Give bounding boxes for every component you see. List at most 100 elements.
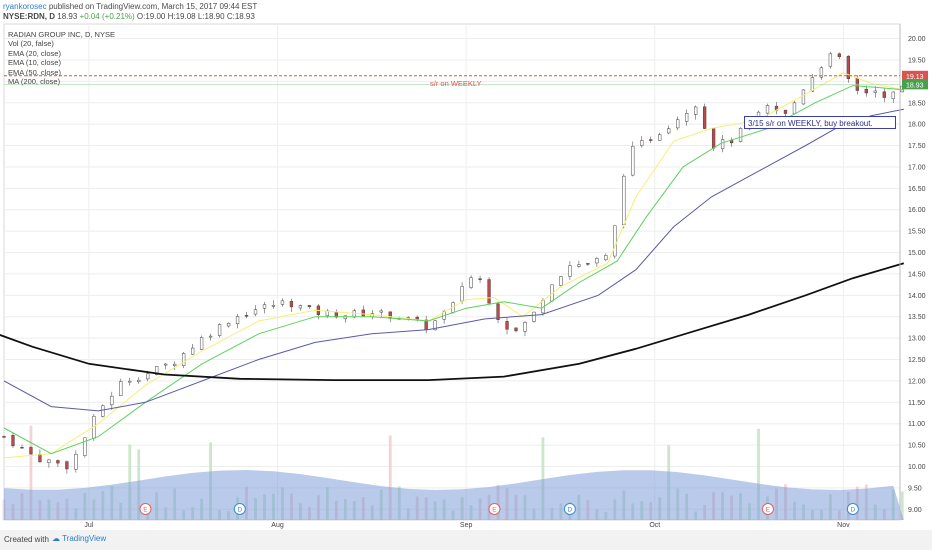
candle-body	[110, 395, 114, 406]
x-tick-label: Jul	[84, 522, 93, 529]
legend-item-ema50[interactable]: EMA (50, close)	[8, 67, 61, 77]
candle-body	[685, 113, 689, 122]
indicator-legend: RADIAN GROUP INC, D, NYSE Vol (20, false…	[8, 30, 115, 86]
close-value: C:18.93	[226, 12, 255, 21]
candle-body	[738, 128, 743, 142]
candle-body	[864, 88, 868, 94]
candle-body	[792, 102, 797, 114]
candle-body	[343, 315, 347, 320]
candle-body	[891, 91, 895, 100]
y-tick-label: 16.50	[908, 186, 926, 193]
tradingview-logo[interactable]: ☁ TradingView	[52, 534, 107, 543]
y-tick-label: 17.00	[908, 164, 926, 171]
event-marker	[139, 503, 152, 515]
candle-body	[783, 109, 788, 114]
candle-body	[720, 139, 725, 150]
volume-bars	[2, 425, 904, 520]
event-marker-label: D	[237, 507, 242, 514]
candle-body	[137, 379, 141, 382]
indicator-lines	[0, 72, 905, 459]
event-marker-label: E	[766, 507, 771, 514]
series-line-1	[3, 85, 904, 455]
high-value: H:19.08	[167, 12, 196, 21]
event-marker-label: D	[568, 507, 573, 514]
series-line-2	[3, 108, 904, 412]
x-tick-label: Nov	[837, 522, 850, 529]
volume-bar	[388, 435, 392, 520]
candle-body	[217, 324, 222, 336]
x-tick-label: Oct	[649, 522, 660, 529]
chart-header: ryankorosec published on TradingView.com…	[0, 0, 932, 24]
candle-body	[262, 304, 267, 309]
y-tick-label: 14.00	[908, 293, 926, 300]
y-tick-label: 11.00	[908, 421, 925, 428]
y-tick-label: 10.00	[908, 464, 926, 471]
publish-line: ryankorosec published on TradingView.com…	[3, 2, 257, 11]
candle-body	[640, 140, 644, 146]
candle-body	[496, 303, 500, 320]
open-value: O:19.00	[136, 12, 166, 21]
candle-body	[828, 53, 833, 67]
candle-body	[532, 311, 536, 322]
annotation-note[interactable]: 3/15 s/r on WEEKLY, buy breakout.	[744, 116, 896, 129]
candle-body	[433, 320, 437, 331]
candle-body	[20, 446, 24, 449]
y-tick-label: 11.50	[908, 400, 925, 407]
candle-body	[352, 310, 356, 318]
low-value: L:18.90	[197, 12, 225, 21]
event-marker	[488, 503, 501, 515]
y-tick-label: 9.00	[908, 507, 922, 514]
candle-body	[119, 381, 123, 396]
candle-body	[307, 305, 312, 307]
plot-area	[3, 23, 901, 521]
candle-body	[190, 347, 195, 355]
candle-body	[693, 106, 698, 115]
y-tick-label: 13.50	[908, 314, 926, 321]
candle-body	[208, 335, 213, 338]
legend-item-ema20[interactable]: EMA (20, close)	[8, 48, 61, 58]
published-text: published on TradingView.com, March 15, …	[48, 2, 258, 11]
y-tick-label: 15.50	[908, 229, 926, 236]
event-marker	[563, 503, 576, 515]
candle-body	[586, 263, 590, 265]
candle-body	[882, 91, 886, 98]
created-with-text: Created with	[4, 535, 49, 544]
publisher-link[interactable]: ryankorosec	[3, 2, 47, 11]
y-tick-label: 20.00	[908, 36, 926, 43]
candle-body	[298, 305, 303, 309]
sr-line-label: s/r on WEEKLY	[430, 79, 482, 88]
candle-body	[146, 373, 150, 380]
candle-body	[424, 319, 428, 330]
y-tick-label: 14.50	[908, 271, 926, 278]
volume-average-area	[4, 470, 904, 520]
price-change: +0.04 (+0.21%)	[79, 12, 135, 21]
candle-body	[56, 460, 60, 464]
sr-price-tag-text: 19.13	[906, 74, 924, 81]
candle-body	[837, 53, 842, 57]
candle-body	[244, 314, 249, 317]
event-marker-label: D	[850, 507, 855, 514]
symbol-label: NYSE:RDN, D	[3, 12, 56, 21]
y-tick-label: 18.50	[908, 100, 926, 107]
candle-body	[801, 89, 806, 105]
legend-title: RADIAN GROUP INC, D, NYSE	[8, 30, 115, 39]
candle-body	[388, 311, 392, 319]
candle-body	[460, 286, 464, 302]
candle-body	[226, 323, 231, 327]
candle-body	[487, 279, 491, 304]
candle-body	[505, 321, 509, 330]
candle-body	[649, 139, 653, 141]
legend-item-ma200[interactable]: MA (200, close)	[8, 77, 61, 87]
y-tick-label: 13.00	[908, 336, 926, 343]
event-marker-label: E	[492, 507, 497, 514]
volume-bar	[541, 437, 545, 520]
candle-body	[128, 380, 132, 383]
volume-bar	[29, 425, 33, 520]
legend-item-ema10[interactable]: EMA (10, close)	[8, 58, 61, 68]
candle-body	[469, 277, 473, 288]
legend-item-vol[interactable]: Vol (20, false)	[8, 39, 54, 49]
y-tick-label: 9.50	[908, 485, 922, 492]
candle-body	[613, 225, 617, 257]
chart-grid	[3, 23, 901, 521]
